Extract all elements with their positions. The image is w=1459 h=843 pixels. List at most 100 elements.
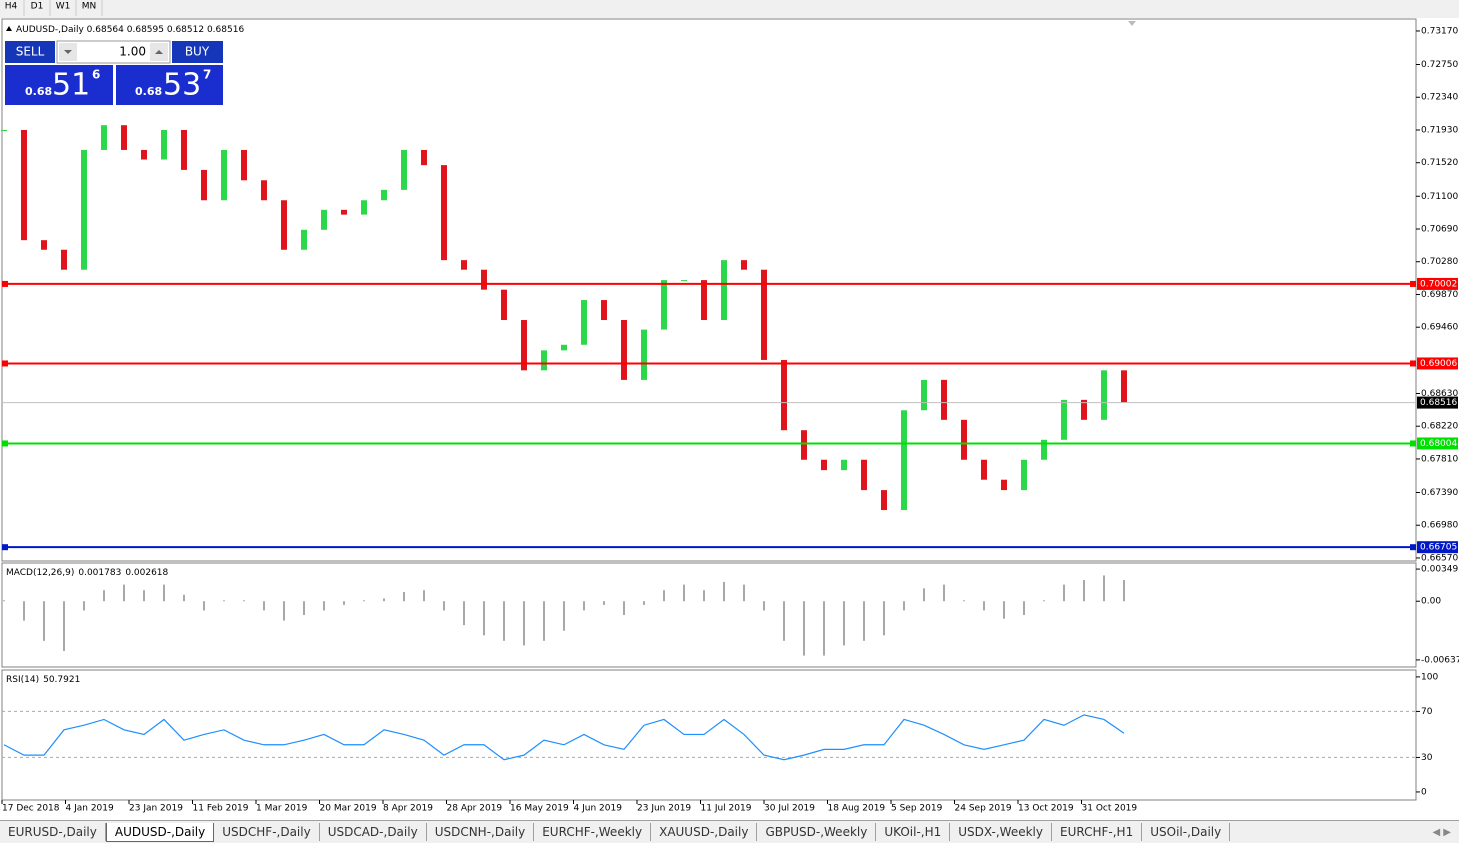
timeframe-button[interactable]: W1 [56,2,71,12]
y-tick-label: 0.73170 [1421,26,1458,36]
tab-scroll[interactable]: ◀ ▶ [1432,826,1451,838]
x-tick-label: 11 Jul 2019 [701,804,752,814]
price-big: 0.68 [25,85,52,98]
symbol: AUDUSD-,Daily [16,25,84,35]
candle [961,419,967,460]
y-tick-label: 0.70690 [1421,224,1458,234]
chart-header: AUDUSD-,Daily 0.68564 0.68595 0.68512 0.… [16,25,244,35]
y-tick-label: 0.72340 [1421,93,1458,103]
level-label: 0.69006 [1420,359,1457,369]
chart-tab[interactable]: USDCAD-,Daily [320,823,427,841]
lots-field[interactable] [56,40,171,64]
candle [221,149,227,201]
y-tick-label: 0.66980 [1421,521,1458,531]
level-handle [1410,360,1416,367]
price-label: 0.68516 [1420,398,1457,408]
up-icon [155,50,163,54]
candle [241,149,247,181]
y-tick-label: 100 [1421,672,1438,682]
candle [661,280,667,330]
candle [41,240,47,250]
chart-tab[interactable]: EURCHF-,H1 [1052,823,1143,841]
level-handle [1410,280,1416,287]
chart-tab[interactable]: USDCHF-,Daily [214,823,320,841]
y-tick-label: 0.68220 [1421,422,1458,432]
x-tick-label: 23 Jun 2019 [637,804,691,814]
rsi-line [3,714,1125,761]
timeframe-button[interactable]: D1 [31,2,44,12]
level-label: 0.66705 [1420,543,1457,553]
y-tick-label: 0.71100 [1421,192,1458,202]
chart-tab[interactable]: UKOil-,H1 [876,823,951,841]
candle [781,359,787,431]
chart-tab[interactable]: USDCNH-,Daily [427,823,535,841]
y-tick-label: 30 [1421,753,1433,763]
candle [621,320,627,380]
y-tick-label: -0.00637 [1421,655,1459,665]
candle [81,149,87,270]
candle [341,209,347,215]
x-tick-label: 18 Aug 2019 [828,804,886,814]
candle [321,209,327,230]
timeframe-button[interactable]: H4 [5,2,18,12]
y-tick-label: 0.70280 [1421,257,1458,267]
lots-value[interactable]: 1.00 [119,45,146,59]
sell-button[interactable] [5,41,55,63]
candle [721,260,727,321]
candle [941,379,947,420]
candle [181,129,187,170]
y-tick-label: 0.67810 [1421,454,1458,464]
candle [361,200,367,215]
chart-tab[interactable]: GBPUSD-,Weekly [757,823,877,841]
timeframe-button[interactable]: MN [82,2,97,12]
y-tick-label: 0.00 [1421,597,1441,607]
chart-tabs: EURUSD-,Daily AUDUSD-,Daily USDCHF-,Daily U… [0,820,1459,843]
candle [501,289,507,321]
candle [381,189,387,201]
y-tick-label: 0.71930 [1421,125,1458,135]
level-label: 0.68004 [1420,439,1457,449]
candle [541,350,547,371]
level-label: 0.70002 [1420,279,1457,289]
chart-tab[interactable]: AUDUSD-,Daily [105,822,215,842]
candle [981,459,987,480]
price-main: 51 [52,68,90,103]
buy-button[interactable] [172,41,223,63]
candle [1001,479,1007,491]
x-tick-label: 11 Feb 2019 [193,804,249,814]
x-tick-label: 16 May 2019 [510,804,569,814]
close: 0.68516 [207,25,244,35]
price-frac: 7 [203,68,211,82]
candle [801,430,807,460]
y-tick-label: 0.68630 [1421,389,1458,399]
sell-label[interactable]: SELL [16,45,45,59]
candle [761,269,767,360]
x-tick-label: 5 Sep 2019 [891,804,943,814]
candle [1021,459,1027,491]
candle [141,149,147,160]
chart-tab[interactable]: EURCHF-,Weekly [534,823,652,841]
candle [481,269,487,290]
price-main: 53 [163,68,201,103]
price-frac: 6 [92,68,100,82]
candle [261,180,267,201]
x-tick-label: 8 Apr 2019 [383,804,433,814]
chart-tab[interactable]: USDX-,Weekly [950,823,1052,841]
candle [281,200,287,250]
candle [821,459,827,471]
price-label-bg [1417,396,1458,409]
x-tick-label: 1 Mar 2019 [256,804,308,814]
candle [61,249,67,270]
buy-price-box[interactable] [116,65,223,105]
chart-tab[interactable]: USOil-,Daily [1142,823,1231,841]
buy-label[interactable]: BUY [185,45,210,59]
candle [561,344,567,351]
candle [1041,439,1047,460]
sell-price-box[interactable] [5,65,113,105]
candle [461,260,467,270]
chart-tab[interactable]: XAUUSD-,Daily [651,823,758,841]
level-handle [1410,440,1416,447]
x-tick-label: 30 Jul 2019 [764,804,815,814]
chart-tab[interactable]: EURUSD-,Daily [0,823,106,841]
